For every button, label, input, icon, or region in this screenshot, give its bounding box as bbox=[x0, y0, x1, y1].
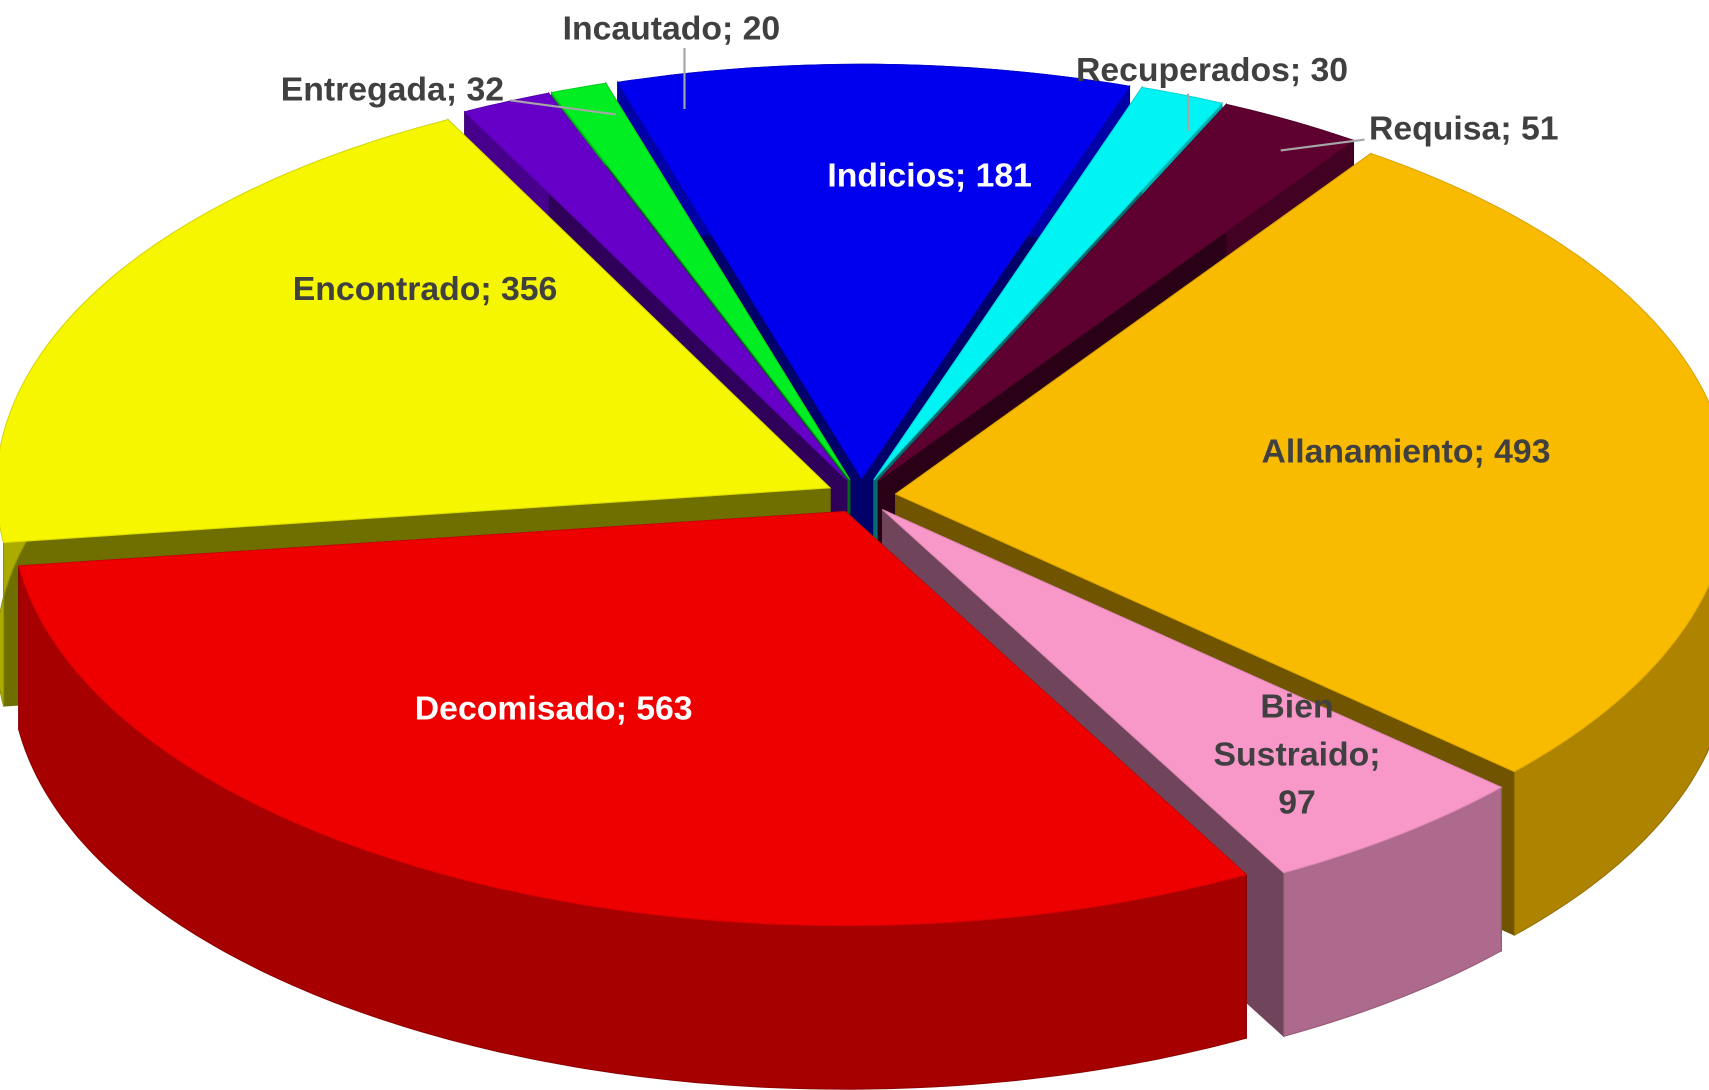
slice: Decomisado bbox=[18, 510, 1248, 1090]
pie: IndiciosIncautadoRecuperadosEntregadaReq… bbox=[0, 63, 1709, 1090]
slice bbox=[550, 82, 851, 480]
slice bbox=[882, 509, 1503, 874]
slice bbox=[873, 86, 1223, 481]
data-label: Indicios; 181 bbox=[827, 157, 1032, 195]
slice bbox=[894, 153, 1709, 773]
slice bbox=[463, 92, 848, 481]
data-label: Bien Sustraido; 97 bbox=[1214, 687, 1381, 821]
slice bbox=[877, 103, 1355, 482]
data-label: Allanamiento; 493 bbox=[1262, 432, 1551, 470]
data-label-line: Bien bbox=[1260, 687, 1333, 725]
data-label-line: 97 bbox=[1278, 783, 1316, 821]
data-label: Incautado; 20 bbox=[563, 9, 781, 47]
data-label: Recuperados; 30 bbox=[1076, 51, 1348, 89]
labels: Indicios; 181 Recuperados; 30 Requisa; 51 A… bbox=[281, 9, 1559, 821]
data-label: Decomisado; 563 bbox=[415, 690, 693, 728]
data-label-line: Sustraido; bbox=[1214, 735, 1381, 773]
slice bbox=[18, 510, 1248, 927]
data-label: Encontrado; 356 bbox=[293, 270, 558, 308]
slice bbox=[0, 119, 832, 544]
leader-line bbox=[1280, 138, 1365, 152]
data-label: Entregada; 32 bbox=[281, 71, 504, 109]
data-label: Requisa; 51 bbox=[1369, 110, 1559, 148]
slice bbox=[616, 63, 1131, 480]
leader-line bbox=[509, 99, 616, 116]
